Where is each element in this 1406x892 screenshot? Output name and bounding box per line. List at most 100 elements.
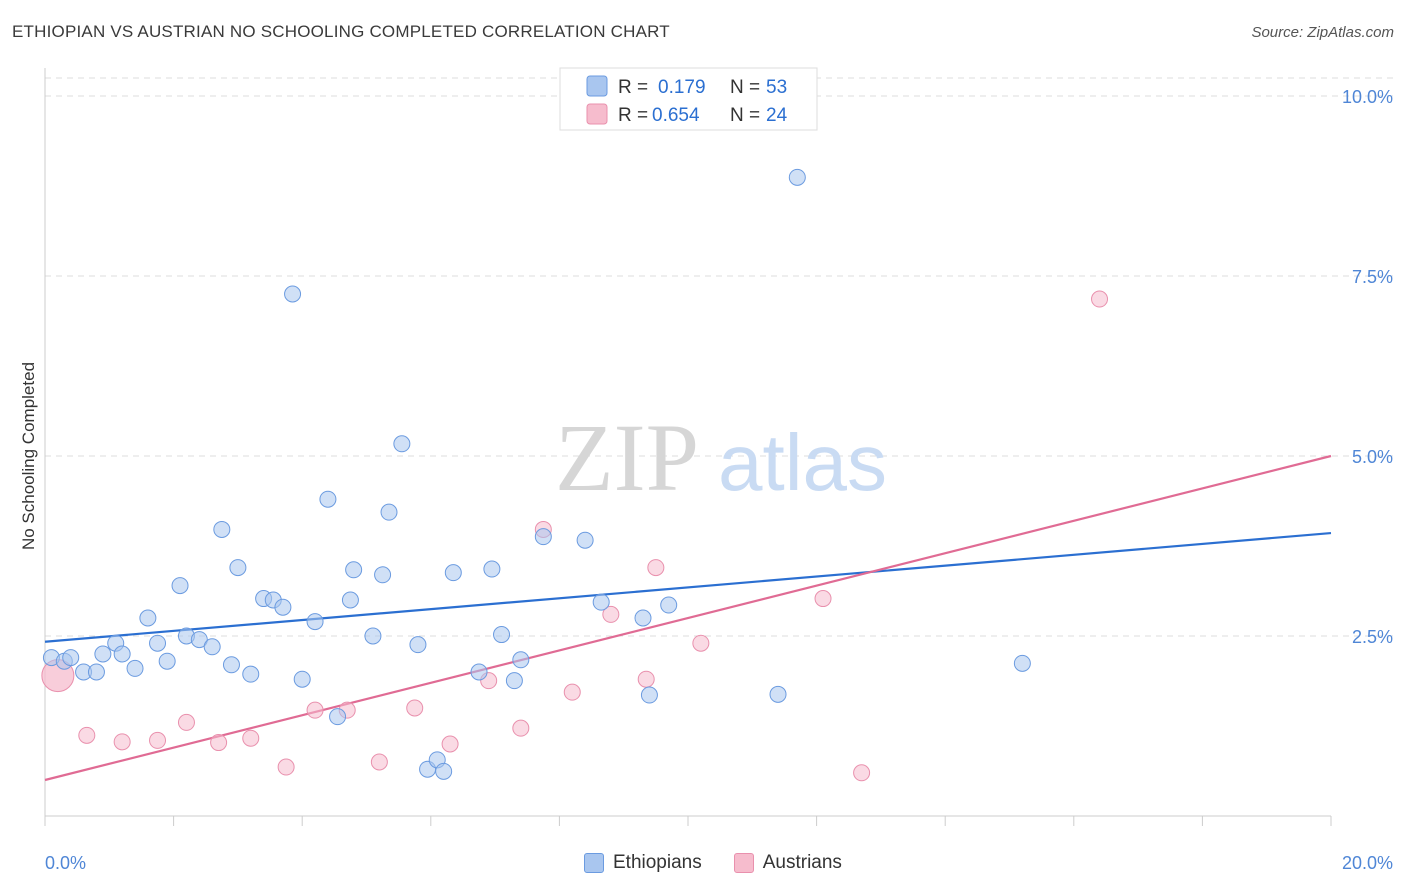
axes: [44, 68, 1332, 826]
legend-bottom: Ethiopians Austrians: [584, 852, 874, 874]
legend-r-label-ethiopians: R =: [618, 77, 648, 98]
point-ethiopians-17: [222, 656, 240, 674]
point-ethiopians-46: [592, 593, 610, 611]
point-ethiopians-24: [293, 670, 311, 688]
point-ethiopians-43: [512, 651, 530, 669]
point-austrians-17: [602, 605, 620, 623]
legend-bottom-swatch-ethiopians: [584, 853, 604, 873]
legend-bottom-label-ethiopians: Ethiopians: [613, 852, 702, 873]
point-ethiopians-12: [171, 577, 189, 595]
tick-labels: 2.5% 5.0% 7.5% 10.0% 0.0% 20.0%: [45, 87, 1393, 873]
point-ethiopians-23: [284, 285, 302, 303]
legend-bottom-swatch-austrians: [733, 853, 754, 873]
legend-n-label-austrians: N =: [730, 105, 760, 126]
point-ethiopians-9: [139, 609, 157, 627]
point-austrians-5: [210, 734, 228, 752]
point-austrians-14: [512, 719, 530, 737]
point-austrians-18: [637, 670, 655, 688]
legend-n-value-austrians: 24: [766, 105, 788, 126]
point-austrians-22: [853, 764, 871, 782]
point-austrians-21: [814, 590, 832, 608]
point-ethiopians-30: [364, 627, 382, 645]
y-axis-label: No Schooling Completed: [19, 362, 38, 550]
gridlines: [45, 77, 1395, 637]
x-tick-label-max: 20.0%: [1342, 853, 1393, 873]
legend-r-value-austrians: 0.654: [652, 105, 700, 126]
point-ethiopians-25: [306, 613, 324, 631]
point-ethiopians-32: [380, 503, 398, 521]
point-ethiopians-4: [87, 663, 105, 681]
point-ethiopians-52: [1013, 654, 1031, 672]
chart-title: ETHIOPIAN VS AUSTRIAN NO SCHOOLING COMPL…: [12, 22, 670, 41]
point-ethiopians-48: [640, 686, 658, 704]
legend-bottom-label-austrians: Austrians: [762, 852, 842, 873]
point-ethiopians-49: [660, 596, 678, 614]
point-austrians-20: [692, 634, 710, 652]
point-ethiopians-19: [242, 665, 260, 683]
point-ethiopians-27: [329, 708, 347, 726]
legend-swatch-ethiopians: [586, 75, 608, 97]
point-austrians-16: [563, 683, 581, 701]
point-ethiopians-11: [158, 652, 176, 670]
legend-item-ethiopians: Ethiopians: [584, 852, 702, 874]
point-ethiopians-18: [229, 559, 247, 577]
point-ethiopians-39: [470, 663, 488, 681]
trend-line-ethiopians: [44, 531, 1332, 643]
y-tick-label-3: 10.0%: [1342, 87, 1393, 107]
legend-n-label-ethiopians: N =: [730, 77, 760, 98]
point-austrians-1: [78, 726, 96, 744]
y-tick-label-2: 7.5%: [1352, 267, 1393, 287]
point-ethiopians-50: [769, 685, 787, 703]
point-ethiopians-29: [345, 561, 363, 579]
point-ethiopians-16: [213, 520, 231, 538]
point-austrians-3: [149, 731, 167, 749]
point-ethiopians-8: [126, 659, 144, 677]
point-ethiopians-45: [576, 531, 594, 549]
point-ethiopians-15: [203, 638, 221, 656]
point-ethiopians-33: [393, 435, 411, 453]
legend-top: R = 0.179 N = 53 R = 0.654 N = 24: [559, 67, 818, 131]
legend-n-value-ethiopians: 53: [766, 77, 787, 98]
legend-swatch-austrians: [586, 103, 608, 125]
trend-line-austrians: [44, 454, 1332, 782]
source-label: Source: ZipAtlas.com: [1251, 24, 1394, 41]
point-austrians-10: [370, 753, 388, 771]
point-ethiopians-38: [444, 564, 462, 582]
point-austrians-4: [177, 713, 195, 731]
point-ethiopians-22: [274, 598, 292, 616]
point-austrians-23: [1091, 290, 1109, 308]
legend-r-label-austrians: R =: [618, 105, 648, 126]
point-ethiopians-41: [493, 626, 511, 644]
point-ethiopians-2: [62, 649, 80, 667]
point-ethiopians-40: [483, 560, 501, 578]
data-points: [41, 168, 1109, 782]
point-ethiopians-10: [149, 634, 167, 652]
point-ethiopians-14: [190, 631, 208, 649]
point-austrians-11: [406, 699, 424, 717]
point-austrians-12: [441, 735, 459, 753]
point-ethiopians-34: [409, 636, 427, 654]
point-ethiopians-44: [534, 528, 552, 546]
point-ethiopians-5: [94, 645, 112, 663]
point-austrians-19: [647, 559, 665, 577]
point-austrians-2: [113, 733, 131, 751]
point-ethiopians-7: [113, 645, 131, 663]
point-austrians-7: [277, 758, 295, 776]
watermark-atlas: atlas: [718, 418, 887, 507]
watermark-zip: ZIP: [555, 404, 699, 511]
y-tick-label-0: 2.5%: [1352, 627, 1393, 647]
point-ethiopians-37: [435, 762, 453, 780]
point-ethiopians-51: [788, 168, 806, 186]
point-ethiopians-26: [319, 490, 337, 508]
point-ethiopians-31: [374, 566, 392, 584]
point-austrians-6: [242, 729, 260, 747]
y-tick-label-1: 5.0%: [1352, 447, 1393, 467]
x-tick-label-min: 0.0%: [45, 853, 86, 873]
point-ethiopians-42: [505, 672, 523, 690]
legend-r-value-ethiopians: 0.179: [658, 77, 706, 98]
point-austrians-8: [306, 701, 324, 719]
trend-lines: [44, 454, 1332, 782]
point-ethiopians-47: [634, 609, 652, 627]
legend-item-austrians: Austrians: [733, 852, 842, 874]
